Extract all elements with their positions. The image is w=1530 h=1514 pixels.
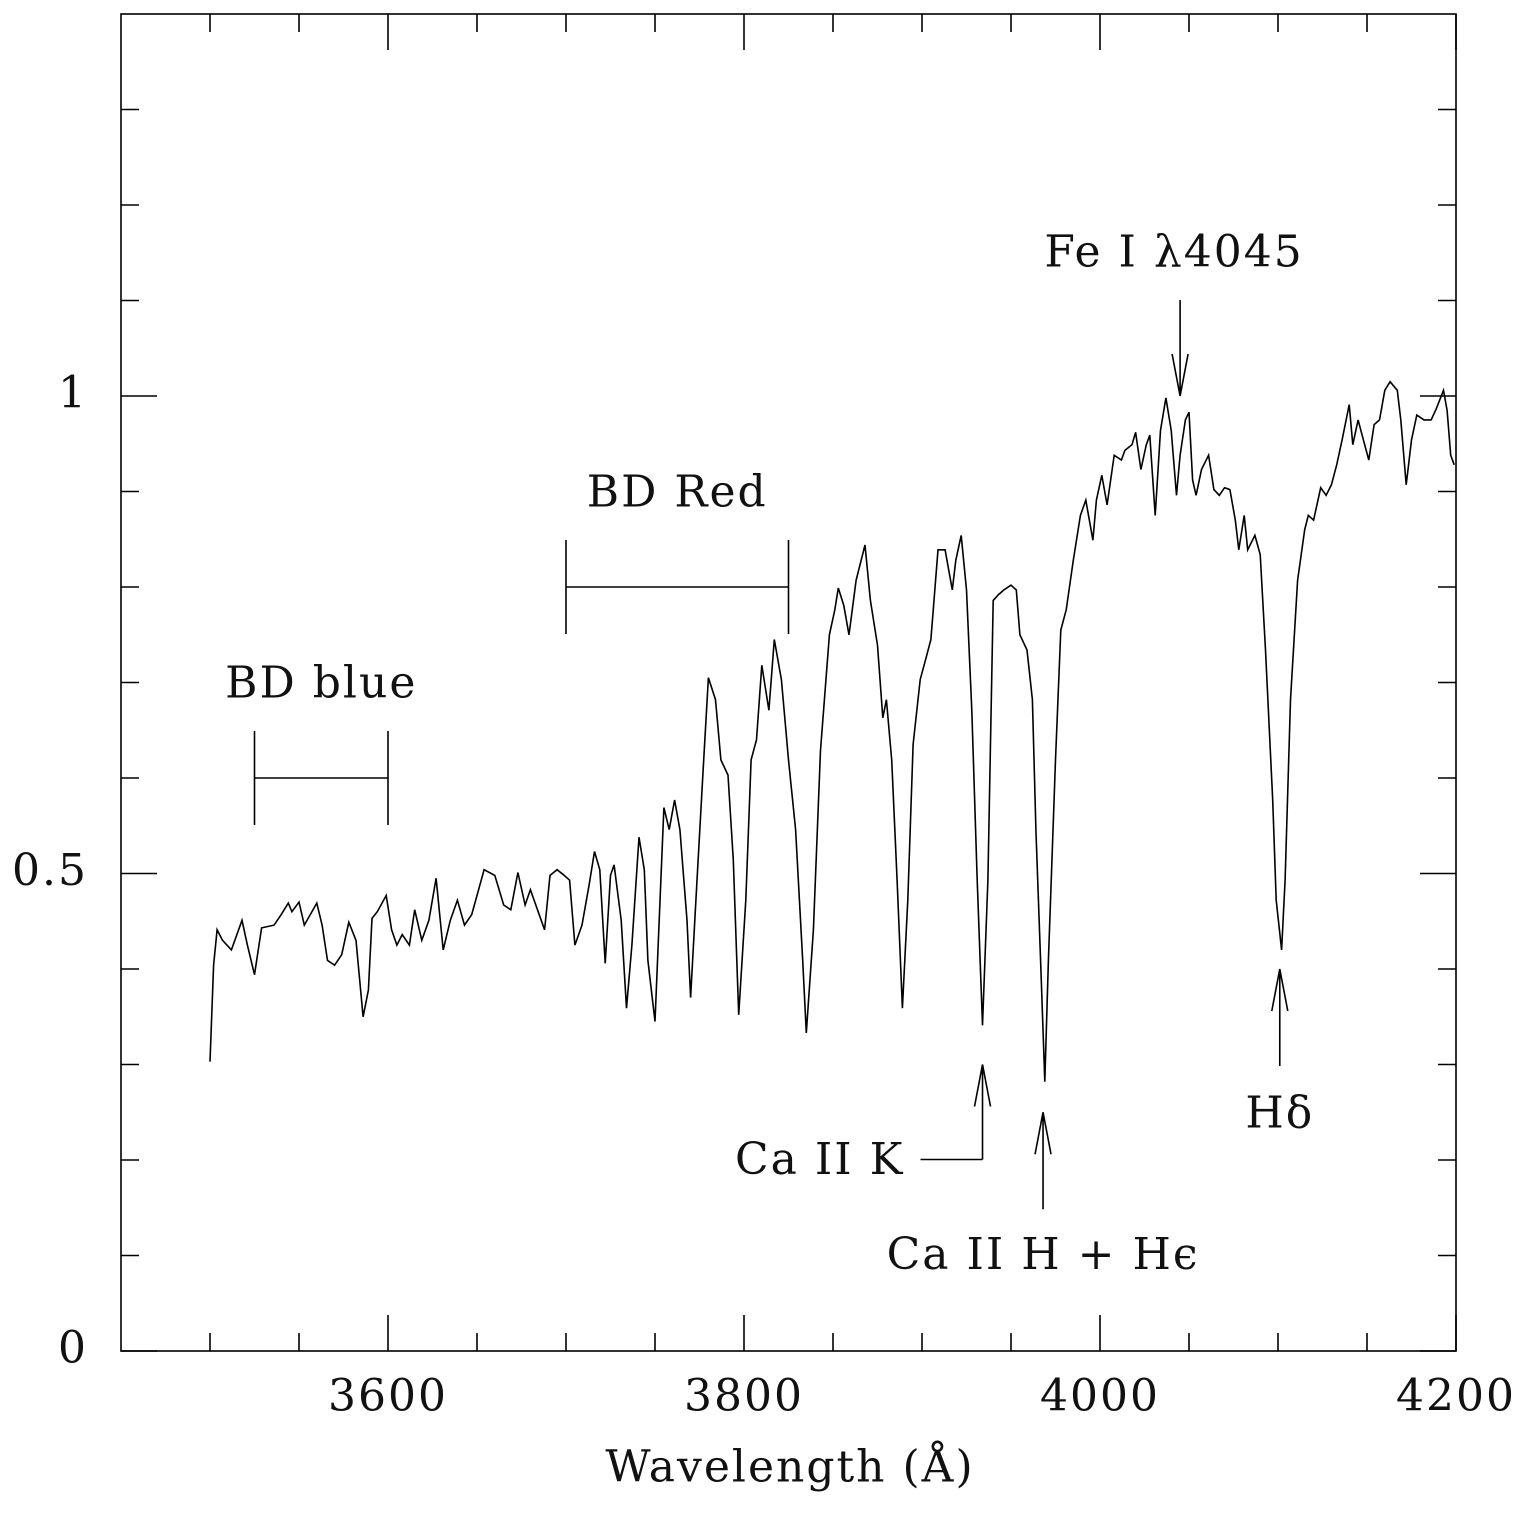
annotation-label: Fe I λ4045	[1044, 227, 1303, 278]
annotation-label: Hδ	[1245, 1088, 1314, 1139]
annotation-arrow	[1270, 968, 1289, 1066]
annotation-label: Ca II H + Hϵ	[887, 1229, 1200, 1280]
annotation-arrow	[920, 1064, 992, 1161]
annotation-arrow	[1034, 1112, 1052, 1210]
annotation-label: BD Red	[587, 467, 768, 518]
x-tick-label: 3800	[684, 1371, 804, 1422]
annotation-label: Ca II K	[735, 1134, 905, 1185]
y-tick-label: 0	[58, 1323, 88, 1374]
x-axis-label: Wavelength (Å)	[605, 1440, 974, 1493]
annotation-arrow	[1171, 300, 1189, 397]
x-tick-label: 4200	[1396, 1371, 1516, 1422]
y-tick-label: 1	[58, 368, 88, 419]
x-tick-label: 3600	[328, 1371, 448, 1422]
x-tick-label: 4000	[1040, 1371, 1160, 1422]
spectrum-line	[209, 380, 1455, 1082]
annotation-label: BD blue	[225, 658, 417, 709]
y-tick-label: 0.5	[12, 845, 88, 896]
